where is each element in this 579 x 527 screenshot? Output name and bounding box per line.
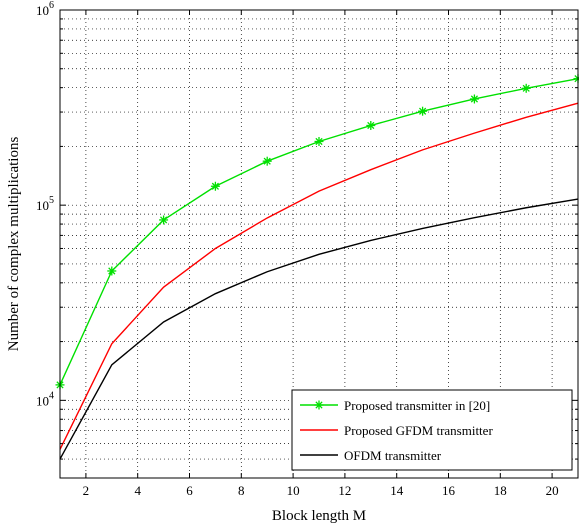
legend-box [291, 389, 573, 471]
marker-stroke [470, 95, 479, 103]
x-tick-label: 6 [186, 483, 193, 498]
y-axis-label: Number of complex multiplications [6, 137, 22, 352]
legend-label: Proposed GFDM transmitter [344, 423, 493, 438]
marker-stroke [367, 121, 375, 130]
y-tick-label: 104 [36, 390, 54, 408]
marker-stroke [418, 107, 427, 115]
series-marker [159, 215, 169, 225]
x-tick-label: 2 [83, 483, 90, 498]
legend-label: OFDM transmitter [344, 448, 442, 463]
legend-label: Proposed transmitter in [20] [344, 398, 490, 413]
x-tick-label: 20 [546, 483, 559, 498]
x-axis-label: Block length M [272, 508, 366, 524]
marker-stroke [159, 216, 168, 224]
series-marker [366, 120, 376, 130]
plot-frame [59, 9, 579, 479]
x-tick-label: 14 [390, 483, 404, 498]
series-marker [314, 400, 324, 410]
series-marker [521, 83, 531, 93]
x-tick-label: 10 [287, 483, 300, 498]
series-line-2 [59, 198, 579, 460]
x-tick-label: 12 [338, 483, 351, 498]
series-marker [262, 156, 272, 166]
plot-series [55, 74, 579, 460]
marker-stroke [263, 157, 271, 165]
x-tick-label: 16 [442, 483, 456, 498]
marker-stroke [211, 182, 220, 190]
marker-stroke [522, 84, 530, 92]
series-marker [418, 106, 428, 116]
marker-stroke [315, 401, 323, 409]
series-marker [469, 94, 479, 104]
axis-ticks: 2 4 6 8 10 12 14 16 18 20 104 105 106 [36, 0, 578, 498]
marker-stroke [315, 137, 323, 146]
series-marker [314, 136, 324, 146]
y-tick-label: 106 [36, 0, 54, 18]
x-tick-label: 8 [238, 483, 245, 498]
legend: Proposed transmitter in [20] Proposed GFD… [291, 389, 573, 471]
marker-stroke [108, 267, 116, 275]
series-marker [107, 266, 117, 276]
series-marker [210, 181, 220, 191]
series-line-1 [59, 102, 579, 450]
x-tick-label: 18 [494, 483, 507, 498]
y-tick-label: 105 [36, 195, 54, 213]
x-tick-label: 4 [134, 483, 141, 498]
